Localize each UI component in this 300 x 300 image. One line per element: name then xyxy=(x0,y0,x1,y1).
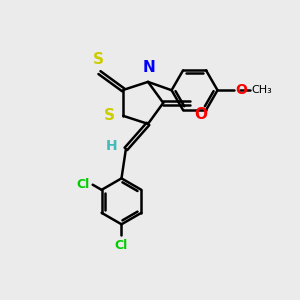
Text: S: S xyxy=(104,108,115,123)
Text: H: H xyxy=(106,139,118,153)
Text: Cl: Cl xyxy=(76,178,90,191)
Text: Cl: Cl xyxy=(115,239,128,252)
Text: O: O xyxy=(235,83,247,97)
Text: O: O xyxy=(194,107,207,122)
Text: S: S xyxy=(92,52,104,67)
Text: CH₃: CH₃ xyxy=(251,85,272,95)
Text: N: N xyxy=(143,60,156,75)
